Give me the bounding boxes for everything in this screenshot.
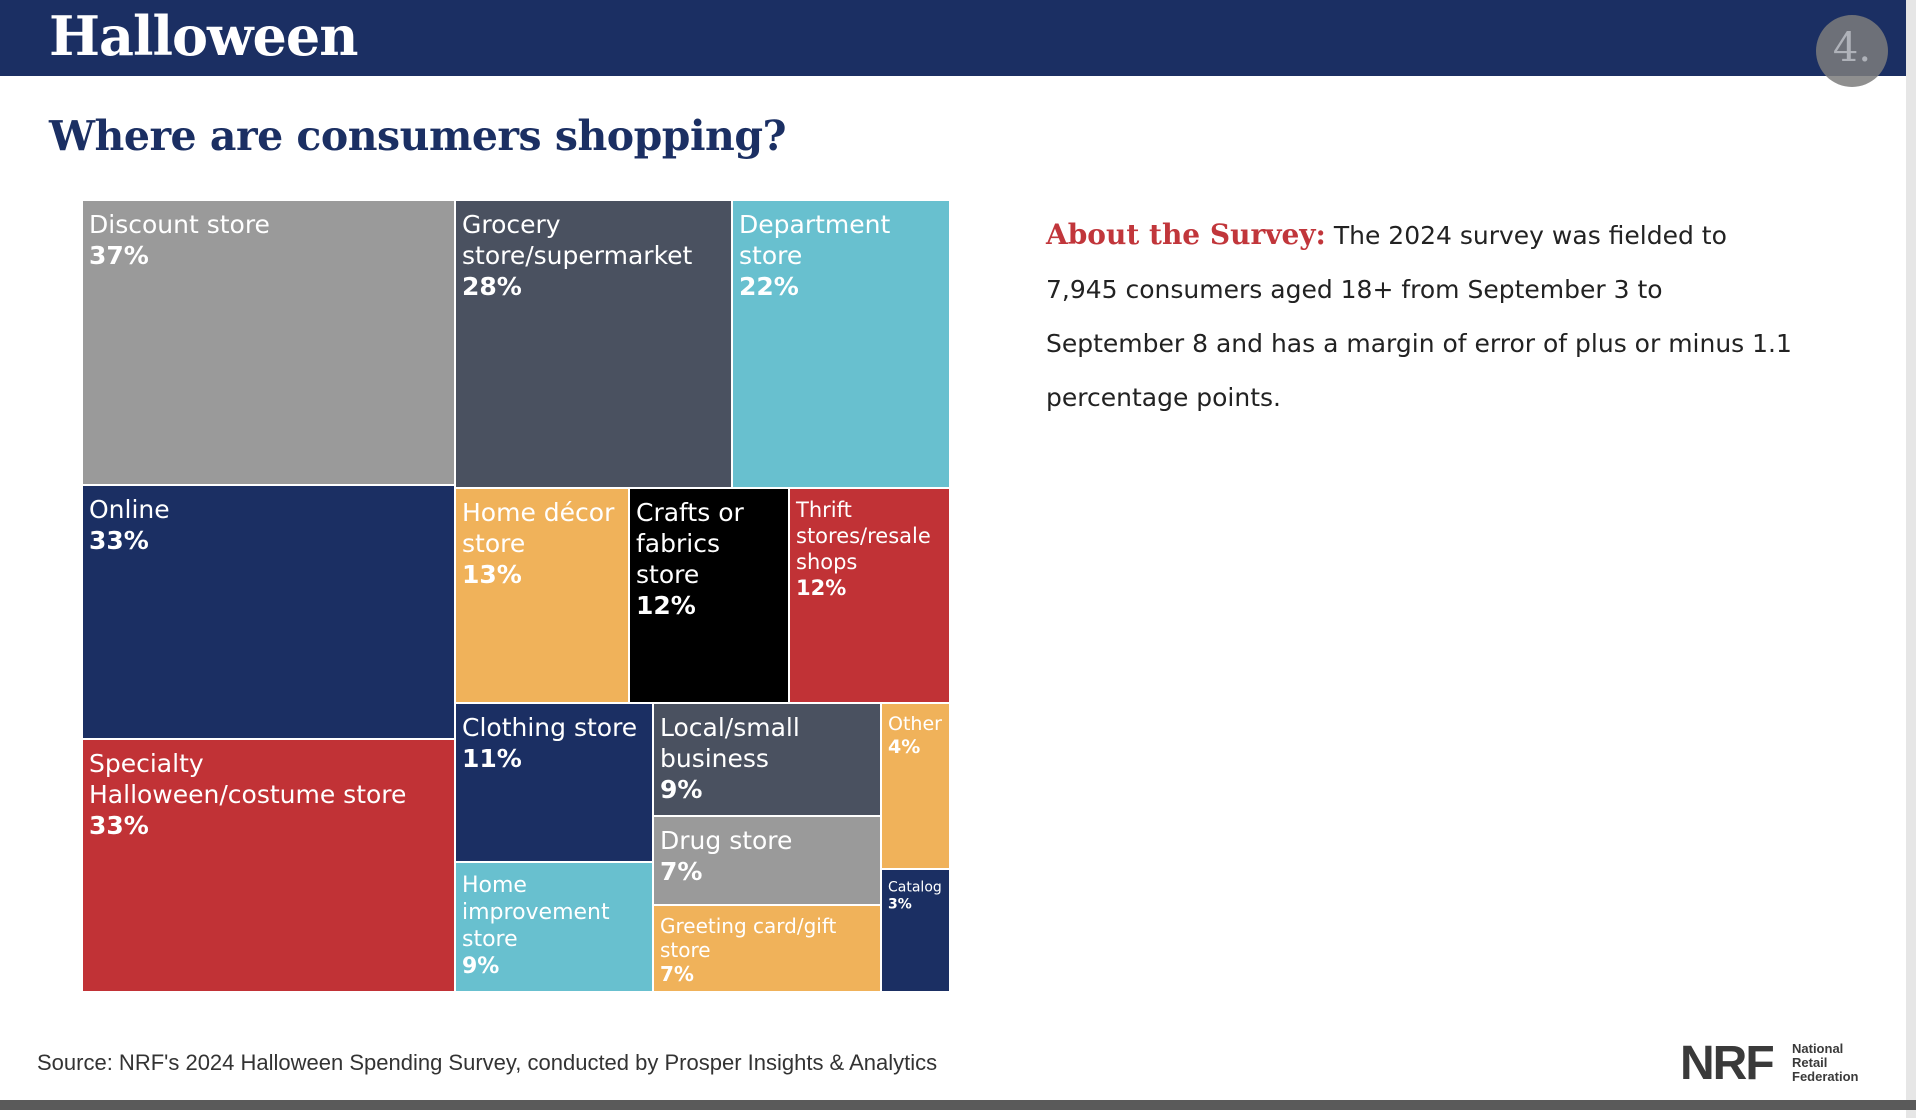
treemap-rect-home-improvement-store [454,861,654,993]
nrf-logo: NRF National Retail Federation [1680,1040,1880,1088]
treemap-rect-grocery-store-supermarket [454,199,733,489]
treemap-label-home-d-cor-store: Home décor store [462,498,615,558]
treemap-value-specialty-halloween-costume-store: 33% [89,811,149,840]
treemap-rect-home-d-cor-store [454,487,630,704]
treemap-value-local-small-business: 9% [660,775,702,804]
treemap-value-online: 33% [89,526,149,555]
treemap-label-drug-store: Drug store [660,826,792,855]
treemap-value-other: 4% [888,736,920,758]
treemap-label-other: Other [888,713,942,735]
source-note: Source: NRF's 2024 Halloween Spending Su… [37,1050,938,1075]
about-survey-label: About the Survey: [1046,218,1326,251]
treemap-rect-crafts-or-fabrics-store [628,487,790,704]
treemap-label-crafts-or-fabrics-store: Crafts or fabrics store [636,498,744,589]
treemap-value-greeting-card-gift-store: 7% [660,962,694,986]
chart-title: Where are consumers shopping? [49,112,787,160]
treemap-value-department-store: 22% [739,272,799,301]
about-survey: About the Survey: The 2024 survey was fi… [1046,208,1806,425]
treemap-label-greeting-card-gift-store: Greeting card/gift store [660,914,837,962]
treemap-rect-catalog [880,868,951,993]
treemap-label-online: Online [89,495,170,524]
treemap-label-clothing-store: Clothing store [462,713,637,742]
nrf-logo-name: National Retail Federation [1792,1041,1859,1084]
treemap-value-drug-store: 7% [660,857,702,886]
treemap-value-clothing-store: 11% [462,744,522,773]
treemap-label-catalog: Catalog [888,879,942,895]
nrf-logo-mark: NRF [1680,1037,1775,1090]
treemap-value-catalog: 3% [888,896,912,912]
page-number-badge[interactable]: 4. [1816,15,1888,87]
treemap-label-home-improvement-store: Home improvement store [462,873,610,952]
treemap-rect-department-store [731,199,951,489]
treemap-rect-discount-store [81,199,456,486]
treemap-value-thrift-stores-resale-shops: 12% [796,576,846,600]
treemap-rect-local-small-business [652,702,882,817]
treemap-label-grocery-store-supermarket: Grocery store/supermarket [462,210,693,270]
treemap-rect-thrift-stores-resale-shops [788,487,951,704]
treemap-value-home-d-cor-store: 13% [462,560,522,589]
treemap-rect-specialty-halloween-costume-store [81,738,456,993]
treemap-label-discount-store: Discount store [89,210,270,239]
treemap-rect-clothing-store [454,702,654,863]
header-bar: Halloween [0,0,1916,76]
about-survey-text: The 2024 survey was fielded to 7,945 con… [1046,221,1792,412]
treemap-label-department-store: Department store [739,210,890,270]
treemap-rect-online [81,484,456,740]
treemap-value-home-improvement-store: 9% [462,954,499,979]
treemap-label-specialty-halloween-costume-store: Specialty Halloween/costume store [89,749,406,809]
treemap-label-local-small-business: Local/small business [660,713,800,773]
right-edge-strip [1906,0,1916,1118]
treemap-value-crafts-or-fabrics-store: 12% [636,591,696,620]
treemap-value-grocery-store-supermarket: 28% [462,272,522,301]
page-title: Halloween [49,4,359,68]
treemap-label-thrift-stores-resale-shops: Thrift stores/resale shops [795,498,931,574]
footer-bar [0,1100,1916,1110]
treemap-rect-greeting-card-gift-store [652,904,882,993]
treemap-value-discount-store: 37% [89,241,149,270]
